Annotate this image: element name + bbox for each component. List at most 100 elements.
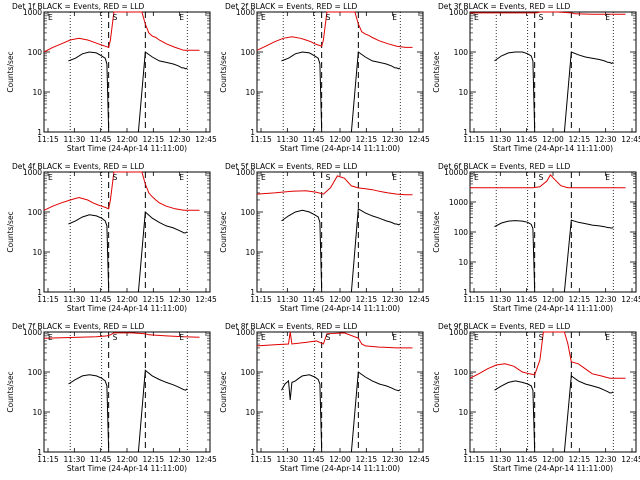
series-line: [68, 369, 188, 453]
x-tick-label: 11:45: [516, 455, 538, 464]
event-marker-E: E: [48, 13, 53, 22]
y-tick-label: 1: [463, 448, 468, 457]
series-line: [494, 374, 614, 453]
event-marker-E: E: [179, 333, 184, 342]
chart-title: Det 2f BLACK = Events, RED = LLD: [225, 2, 358, 11]
x-tick-label: 12:30: [595, 295, 617, 304]
x-tick-label: 12:45: [408, 295, 430, 304]
chart-title: Det 1f BLACK = Events, RED = LLD: [12, 2, 145, 11]
x-axis-label: Start Time (24-Apr-14 11:11:00): [67, 464, 187, 473]
x-tick-label: 11:45: [516, 295, 538, 304]
chart-title: Det 6f BLACK = Events, RED = LLD: [438, 162, 571, 171]
x-tick-label: 11:30: [64, 455, 86, 464]
y-tick-label: 1: [250, 448, 255, 457]
x-tick-label: 12:45: [408, 455, 430, 464]
event-marker-E: E: [392, 333, 397, 342]
x-tick-label: 11:30: [490, 135, 512, 144]
y-axis-label: Counts/sec: [6, 51, 15, 92]
y-tick-label: 1000: [236, 328, 255, 337]
x-axis-label: Start Time (24-Apr-14 11:11:00): [493, 464, 613, 473]
event-marker-E: E: [261, 13, 266, 22]
x-tick-label: 11:15: [250, 295, 272, 304]
y-tick-label: 1: [250, 128, 255, 137]
y-tick-label: 1000: [23, 168, 42, 177]
y-tick-label: 10: [458, 88, 468, 97]
y-tick-label: 1000: [23, 8, 42, 17]
x-tick-label: 12:45: [408, 135, 430, 144]
x-axis-label: Start Time (24-Apr-14 11:11:00): [67, 144, 187, 153]
x-tick-label: 12:30: [382, 295, 404, 304]
y-tick-label: 10: [32, 408, 42, 417]
y-tick-label: 100: [241, 368, 256, 377]
x-tick-label: 12:15: [569, 135, 591, 144]
event-marker-E: E: [48, 173, 53, 182]
panel-2: Det 2f BLACK = Events, RED = LLD 1 10 100 10…: [219, 2, 430, 153]
x-tick-label: 12:45: [195, 295, 217, 304]
x-tick-label: 11:30: [277, 295, 299, 304]
x-tick-label: 12:45: [195, 135, 217, 144]
series-line: [256, 175, 413, 196]
x-tick-label: 11:45: [90, 295, 112, 304]
plot-frame: [256, 11, 424, 133]
event-marker-E: E: [392, 13, 397, 22]
x-tick-label: 12:00: [329, 135, 351, 144]
series-line: [68, 51, 188, 133]
y-tick-label: 10: [32, 248, 42, 257]
x-tick-label: 12:30: [595, 135, 617, 144]
x-tick-label: 11:15: [37, 295, 59, 304]
x-tick-label: 11:30: [490, 295, 512, 304]
x-axis-label: Start Time (24-Apr-14 11:11:00): [67, 304, 187, 313]
x-tick-label: 11:15: [463, 135, 485, 144]
series-line: [256, 331, 413, 349]
x-tick-label: 12:30: [595, 455, 617, 464]
event-marker-S: S: [539, 333, 544, 342]
event-marker-E: E: [474, 13, 479, 22]
panel-4: Det 4f BLACK = Events, RED = LLD 1 10 100 10…: [6, 162, 217, 313]
y-tick-label: 10: [245, 248, 255, 257]
y-tick-label: 1000: [449, 198, 468, 207]
panel-5: Det 5f BLACK = Events, RED = LLD 1 10 100 10…: [219, 162, 430, 313]
y-tick-label: 100: [454, 228, 469, 237]
x-tick-label: 12:00: [116, 295, 138, 304]
event-marker-E: E: [48, 333, 53, 342]
series-line: [494, 51, 614, 133]
y-tick-label: 100: [241, 208, 256, 217]
plot-frame: [469, 11, 637, 133]
x-axis-label: Start Time (24-Apr-14 11:11:00): [493, 144, 613, 153]
event-marker-S: S: [113, 333, 118, 342]
x-axis-label: Start Time (24-Apr-14 11:11:00): [280, 304, 400, 313]
chart-title: Det 7f BLACK = Events, RED = LLD: [12, 322, 145, 331]
y-tick-label: 10: [32, 88, 42, 97]
x-tick-label: 11:45: [303, 135, 325, 144]
x-tick-label: 12:15: [569, 295, 591, 304]
y-axis-label: Counts/sec: [432, 51, 441, 92]
x-tick-label: 11:30: [277, 135, 299, 144]
y-tick-label: 1000: [236, 168, 255, 177]
x-tick-label: 12:15: [356, 295, 378, 304]
event-marker-E: E: [261, 333, 266, 342]
x-tick-label: 12:00: [116, 135, 138, 144]
chart-title: Det 5f BLACK = Events, RED = LLD: [225, 162, 358, 171]
y-axis-label: Counts/sec: [219, 211, 228, 252]
y-tick-label: 1: [463, 288, 468, 297]
x-tick-label: 11:45: [90, 455, 112, 464]
plot-frame: [43, 171, 211, 293]
series-line: [494, 219, 614, 293]
plot-frame: [469, 331, 637, 453]
x-tick-label: 12:30: [169, 455, 191, 464]
event-marker-E: E: [474, 333, 479, 342]
x-tick-label: 12:00: [542, 295, 564, 304]
y-axis-label: Counts/sec: [432, 211, 441, 252]
x-tick-label: 12:00: [542, 455, 564, 464]
chart-title: Det 8f BLACK = Events, RED = LLD: [225, 322, 358, 331]
x-tick-label: 11:30: [64, 295, 86, 304]
x-axis-label: Start Time (24-Apr-14 11:11:00): [280, 464, 400, 473]
x-tick-label: 11:15: [463, 455, 485, 464]
series-line: [469, 331, 626, 379]
y-tick-label: 1000: [23, 328, 42, 337]
event-marker-E: E: [605, 13, 610, 22]
x-tick-label: 11:15: [37, 135, 59, 144]
x-tick-label: 11:30: [64, 135, 86, 144]
panel-1: Det 1f BLACK = Events, RED = LLD 1 10 100 10…: [6, 2, 217, 153]
